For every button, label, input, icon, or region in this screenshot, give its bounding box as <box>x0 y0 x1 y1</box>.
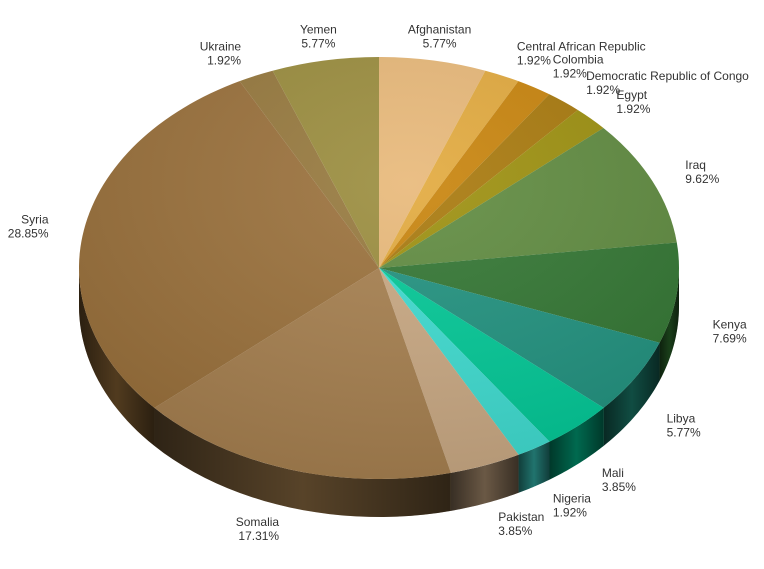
pie-side-shade <box>603 342 660 446</box>
slice-percent: 17.31% <box>238 529 279 543</box>
slice-name: Kenya <box>713 318 747 332</box>
slice-percent: 5.77% <box>667 425 701 439</box>
pie-side-shade <box>154 407 451 517</box>
pie-sides <box>79 268 679 517</box>
slice-percent: 1.92% <box>553 505 587 519</box>
slice-name: Syria <box>21 212 49 226</box>
slice-name: Ukraine <box>200 40 242 54</box>
pie-tops <box>79 57 680 480</box>
slice-name: Libya <box>667 411 696 425</box>
slice-name: Central African Republic <box>517 40 646 54</box>
slice-name: Pakistan <box>498 510 544 524</box>
slice-name: Colombia <box>553 53 604 67</box>
slice-percent: 1.92% <box>586 83 620 97</box>
slice-percent: 1.92% <box>553 67 587 81</box>
pie-side-shade <box>659 268 679 381</box>
slice-percent: 1.92% <box>517 54 551 68</box>
slice-name: Somalia <box>236 515 280 529</box>
slice-name: Mali <box>602 466 624 480</box>
slice-percent: 5.77% <box>423 37 457 51</box>
slice-name: Nigeria <box>553 491 591 505</box>
pie-top-shine <box>79 57 679 479</box>
slice-percent: 5.77% <box>301 37 335 51</box>
slice-percent: 7.69% <box>713 332 747 346</box>
slice-percent: 3.85% <box>602 480 636 494</box>
slice-name: Afghanistan <box>408 23 471 37</box>
pie-side-shade <box>450 454 519 511</box>
slice-percent: 28.85% <box>8 226 49 240</box>
pie-side-shade <box>549 407 604 480</box>
pie-side-shade <box>79 268 155 446</box>
slice-percent: 1.92% <box>207 54 241 68</box>
slice-name: Yemen <box>300 23 337 37</box>
slice-percent: 9.62% <box>685 172 719 186</box>
slice-name: Iraq <box>685 158 706 172</box>
pie-side-shade <box>518 441 550 493</box>
slice-percent: 3.85% <box>498 524 532 538</box>
slice-percent: 1.92% <box>616 102 650 116</box>
slice-name: Egypt <box>616 88 647 102</box>
slice-name: Democratic Republic of Congo <box>586 69 749 83</box>
